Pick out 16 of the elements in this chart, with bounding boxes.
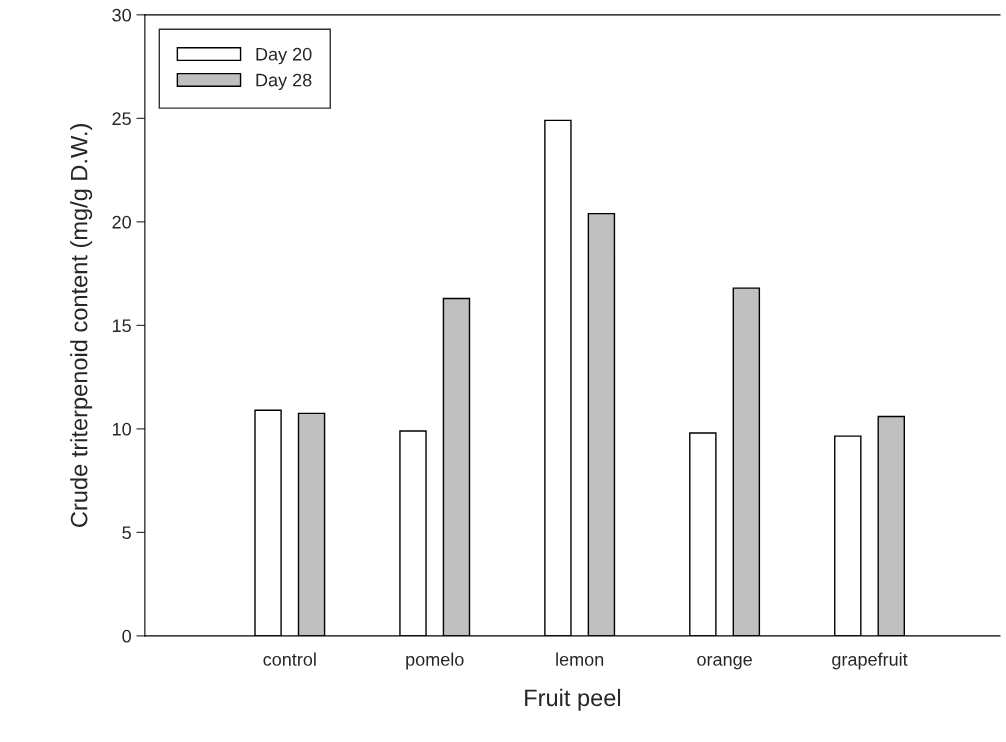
- y-tick-label: 5: [122, 526, 131, 540]
- y-tick-label: 10: [112, 422, 131, 436]
- legend-label: Day 20: [256, 47, 312, 65]
- x-tick-label: grapefruit: [832, 652, 908, 670]
- y-tick-label: 25: [112, 112, 131, 126]
- x-axis-title: Fruit peel: [525, 688, 621, 711]
- legend-label: Day 28: [256, 73, 312, 91]
- y-axis-title: Crude triterpenoid content (mg/g D.W.): [70, 124, 93, 527]
- y-tick-label: 15: [112, 319, 131, 333]
- x-tick-label: control: [263, 652, 316, 666]
- x-tick-label: lemon: [556, 652, 604, 666]
- x-tick-label: orange: [697, 655, 752, 670]
- y-tick-label: 20: [112, 215, 131, 229]
- y-tick-label: 30: [112, 8, 131, 22]
- x-tick-label: pomelo: [406, 652, 464, 670]
- y-tick-label: 0: [122, 629, 131, 643]
